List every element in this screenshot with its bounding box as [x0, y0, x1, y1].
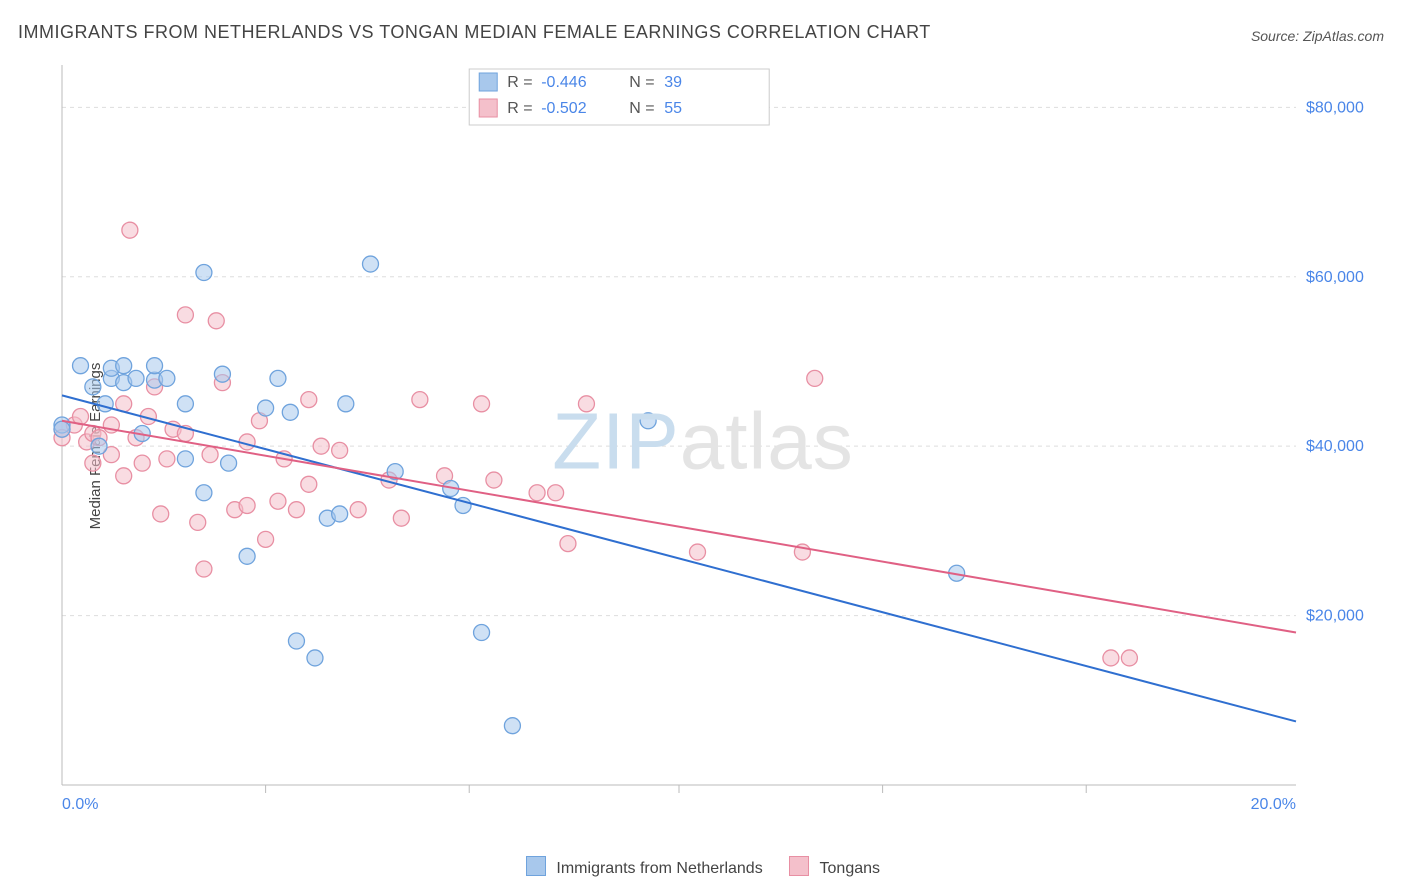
svg-text:R =: R =	[507, 74, 532, 91]
scatter-chart-svg: $20,000 $40,000 $60,000 $80,000 0.0% 20.0% R =…	[50, 55, 1386, 815]
legend-label-0: Immigrants from Netherlands	[556, 860, 762, 877]
svg-text:R =: R =	[507, 100, 532, 117]
source-attribution: Source: ZipAtlas.com	[1251, 28, 1384, 44]
bottom-legend: Immigrants from Netherlands Tongans	[0, 856, 1406, 878]
svg-text:N =: N =	[629, 100, 654, 117]
source-value: ZipAtlas.com	[1303, 28, 1384, 44]
plot-area: $20,000 $40,000 $60,000 $80,000 0.0% 20.0% R =…	[50, 55, 1386, 815]
legend-swatch-1	[789, 856, 809, 876]
svg-text:$20,000: $20,000	[1306, 608, 1364, 625]
svg-text:20.0%: 20.0%	[1251, 796, 1296, 813]
legend-label-1: Tongans	[820, 860, 881, 877]
svg-text:39: 39	[664, 74, 682, 91]
svg-text:$80,000: $80,000	[1306, 99, 1364, 116]
svg-text:-0.502: -0.502	[541, 100, 586, 117]
svg-text:0.0%: 0.0%	[62, 796, 98, 813]
chart-title: IMMIGRANTS FROM NETHERLANDS VS TONGAN ME…	[18, 22, 931, 43]
svg-text:$40,000: $40,000	[1306, 438, 1364, 455]
svg-text:-0.446: -0.446	[541, 74, 586, 91]
legend-swatch-0	[526, 856, 546, 876]
svg-text:55: 55	[664, 100, 682, 117]
svg-text:$60,000: $60,000	[1306, 269, 1364, 286]
svg-text:N =: N =	[629, 74, 654, 91]
source-label: Source:	[1251, 28, 1299, 44]
